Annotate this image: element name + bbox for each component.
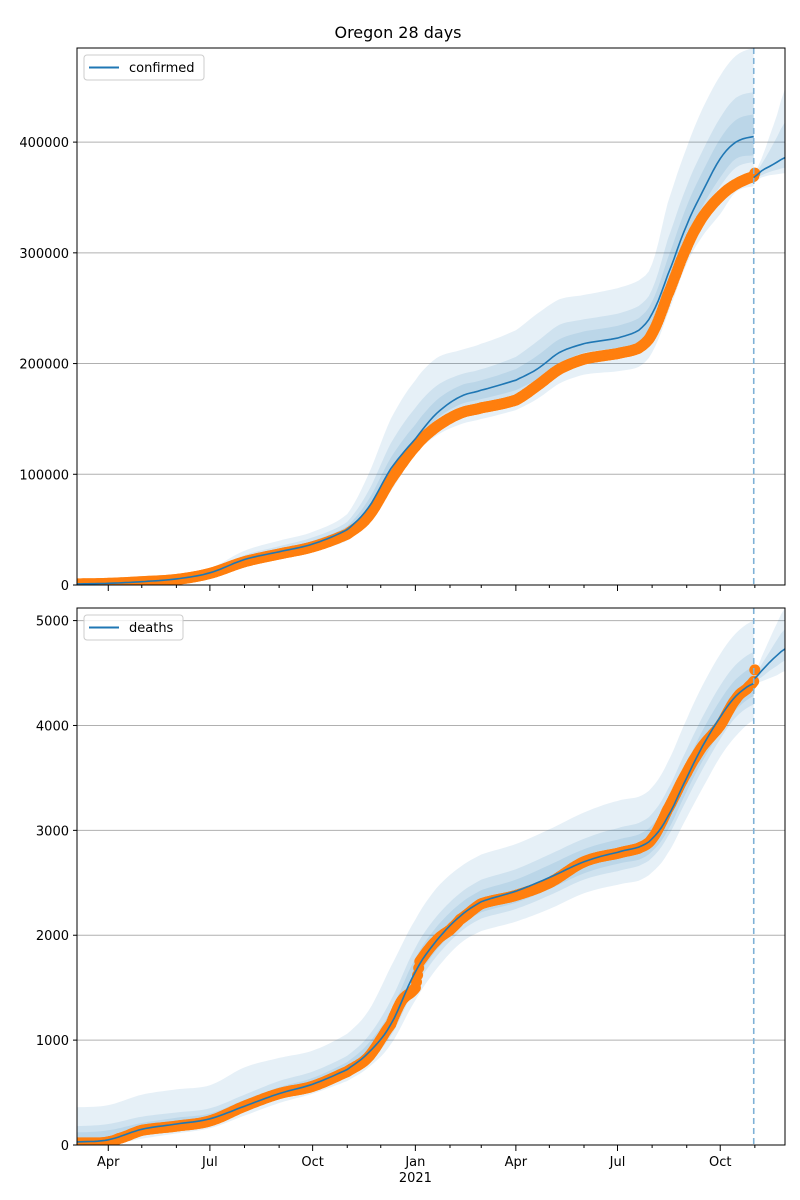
x-tick-sublabel: 2021 [399, 1171, 432, 1186]
observed-series [77, 167, 761, 585]
chart-title: Oregon 28 days [334, 23, 461, 42]
axes-frame [76, 47, 786, 586]
legend-label: deaths [129, 621, 174, 636]
forecast-mean-line [753, 648, 785, 680]
legend-label: confirmed [129, 61, 195, 76]
y-tick-label: 2000 [36, 929, 69, 944]
x-tick-label: Apr [505, 1155, 528, 1170]
legend: deaths [83, 614, 184, 641]
x-tick-label: Apr [97, 1155, 120, 1170]
observed-point [749, 167, 761, 179]
forecast-band-mid [753, 122, 785, 180]
forecast-band-mid [753, 629, 785, 682]
y-tick-label: 0 [61, 579, 69, 594]
observed-point [749, 664, 761, 676]
plot-area [77, 608, 785, 1145]
legend: confirmed [83, 54, 205, 81]
observed-series [77, 664, 761, 1145]
model-band-outer [77, 48, 754, 585]
forecast-band-outer [753, 608, 785, 684]
confirmed-panel: 0 100000 200000 300000 400000 confirmed [19, 47, 786, 594]
x-tick-label: Jan [404, 1155, 425, 1170]
y-tick-label: 3000 [36, 824, 69, 839]
deaths-panel: 0 1000 2000 3000 4000 5000 deaths [36, 607, 786, 1154]
y-tick-label: 300000 [19, 247, 69, 262]
forecast-mean-line [753, 156, 785, 179]
model-mean-line [77, 135, 754, 585]
model-band-inner [77, 666, 754, 1143]
axes-frame [76, 607, 786, 1146]
x-tick-label: Oct [709, 1155, 731, 1170]
model-mean-line [77, 682, 755, 1143]
forecast-band-outer [753, 89, 785, 182]
y-tick-label: 0 [61, 1139, 69, 1154]
y-tick-label: 400000 [19, 136, 69, 151]
legend-box [83, 54, 205, 81]
x-tick-label: Jul [201, 1155, 218, 1170]
y-tick-label: 4000 [36, 719, 69, 734]
plot-area [77, 48, 785, 585]
y-tick-label: 200000 [19, 358, 69, 373]
y-tick-label: 1000 [36, 1034, 69, 1049]
y-tick-label: 5000 [36, 615, 69, 630]
y-tick-label: 100000 [19, 468, 69, 483]
model-band-outer [77, 620, 754, 1145]
x-tick-label: Jul [609, 1155, 626, 1170]
x-tick-label: Oct [301, 1155, 323, 1170]
legend-box [83, 614, 184, 641]
